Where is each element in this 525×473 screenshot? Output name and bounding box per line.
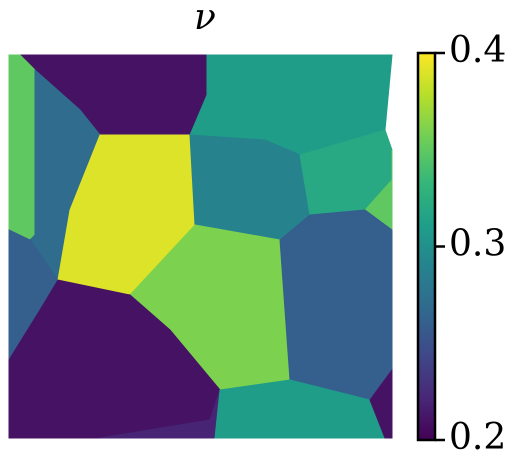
chart-title: ν — [194, 0, 216, 38]
region — [369, 368, 393, 439]
region — [279, 209, 393, 401]
colorbar — [416, 51, 437, 442]
colorbar-tick-label: 0.4 — [449, 30, 506, 71]
colorbar-tick-label: 0.3 — [449, 224, 506, 265]
region — [8, 54, 36, 241]
colorbar-tick-label: 0.2 — [449, 417, 506, 458]
region — [8, 279, 221, 439]
